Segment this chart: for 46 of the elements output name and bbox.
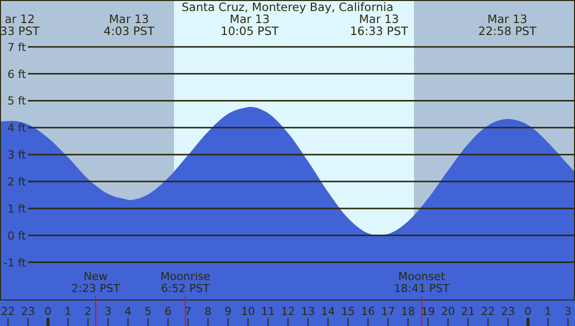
x-tick-label: 0 (524, 305, 532, 318)
ref-line-label: New 2:23 PST (71, 270, 120, 295)
x-tick-label: 6 (164, 305, 172, 318)
x-tick-label: 15 (341, 305, 355, 318)
x-tick-label: 20 (441, 305, 455, 318)
x-tick-label: 1 (544, 305, 552, 318)
x-tick-label: 2 (84, 305, 92, 318)
x-tick-label: 23 (21, 305, 35, 318)
x-tick-label: 9 (224, 305, 232, 318)
x-tick-label: 19 (421, 305, 435, 318)
y-tick-label: 5 ft (8, 94, 27, 108)
annotation: Mar 13 16:33 PST (350, 12, 409, 38)
x-tick-label: 18 (401, 305, 415, 318)
chart-title: Santa Cruz, Monterey Bay, California (182, 0, 394, 14)
y-tick-label: 7 ft (8, 40, 27, 54)
ref-line-label: Moonset 18:41 PST (394, 270, 450, 295)
x-tick-label: 4 (124, 305, 132, 318)
annotation: ar 12 33 PST (0, 12, 41, 38)
annotation: Mar 13 4:03 PST (104, 12, 156, 38)
x-tick-label: 8 (204, 305, 212, 318)
x-tick-label: 13 (301, 305, 315, 318)
x-tick-label: 22 (481, 305, 495, 318)
y-tick-label: 0 ft (8, 229, 27, 242)
x-tick-label: 5 (144, 305, 152, 318)
x-tick-label: 21 (461, 305, 475, 318)
annotation: Mar 13 22:58 PST (478, 12, 538, 38)
y-tick-label: 6 ft (8, 68, 27, 81)
x-tick-label: 3 (564, 305, 572, 318)
x-tick-label: 14 (321, 305, 335, 318)
x-tick-label: 10 (241, 305, 255, 318)
annotation: Mar 13 10:05 PST (220, 12, 280, 38)
y-tick-label: 2 ft (8, 176, 27, 189)
y-tick-label: 3 ft (8, 148, 27, 162)
x-tick-label: 17 (381, 305, 395, 318)
y-tick-label: -1 ft (4, 256, 27, 270)
y-tick-label: 4 ft (8, 122, 27, 135)
x-tick-label: 12 (281, 305, 295, 318)
x-tick-label: 11 (261, 305, 275, 318)
x-tick-label: 1 (64, 305, 72, 318)
x-tick-label: 23 (501, 305, 515, 318)
x-tick-label: 0 (44, 305, 52, 318)
x-tick-label: 3 (104, 305, 112, 318)
y-tick-label: 1 ft (8, 202, 27, 216)
x-tick-label: 16 (361, 305, 375, 318)
x-tick-label: 22 (1, 305, 15, 318)
ref-line-label: Moonrise 6:52 PST (160, 270, 211, 295)
